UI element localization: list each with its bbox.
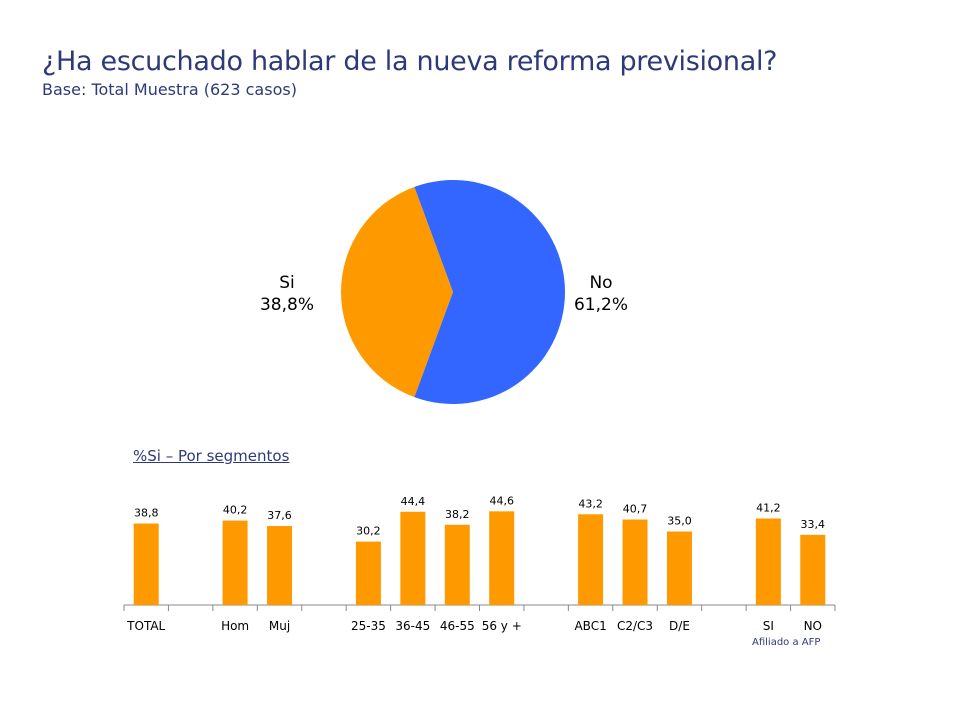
bar-value-label: 41,2 (756, 501, 781, 514)
x-tick-label: D/E (669, 619, 690, 633)
x-tick-label: 56 y + (482, 619, 522, 633)
bar-25-35 (355, 541, 381, 605)
bar-value-label: 38,2 (445, 508, 470, 521)
bar-hom (222, 520, 248, 605)
bar-value-label: 40,2 (223, 504, 248, 517)
x-tick-label: Muj (269, 619, 290, 633)
bar-c2-c3 (622, 519, 648, 605)
x-tick-label: ABC1 (574, 619, 606, 633)
bar-value-label: 44,6 (489, 494, 514, 507)
bar-36-45 (400, 511, 426, 605)
segments-title: %Si – Por segmentos (133, 447, 290, 465)
pie-label-no-name: No (589, 273, 613, 293)
page-title: ¿Ha escuchado hablar de la nueva reforma… (42, 46, 778, 77)
bar-muj (267, 526, 293, 605)
pie-label-no: No 61,2% (566, 272, 636, 316)
x-tick-label: 25-35 (351, 619, 386, 633)
x-tick-label: Hom (221, 619, 249, 633)
bar-46-55 (444, 524, 470, 605)
pie-slice-si (341, 186, 453, 398)
bar-d-e (666, 531, 692, 605)
bar-total (133, 523, 159, 605)
x-tick-label: TOTAL (126, 619, 165, 633)
pie-label-si-name: Si (279, 273, 295, 293)
x-tick-label: C2/C3 (617, 619, 653, 633)
bar-56-y- (489, 511, 515, 605)
bar-no (800, 534, 826, 605)
bar-value-label: 43,2 (578, 497, 603, 510)
bar-value-label: 35,0 (667, 515, 692, 528)
bar-abc1 (578, 514, 604, 605)
afp-group-note: Afiliado a AFP (752, 637, 821, 648)
x-tick-label: SI (763, 619, 774, 633)
bar-value-label: 44,4 (401, 495, 426, 508)
x-tick-label: 46-55 (440, 619, 475, 633)
pie-slice-no (414, 179, 565, 404)
pie-chart (341, 179, 565, 404)
x-tick-label: 36-45 (395, 619, 430, 633)
pie-label-si-value: 38,8% (259, 295, 314, 315)
bar-value-label: 38,8 (134, 507, 159, 520)
bar-si (755, 518, 781, 605)
bar-value-label: 40,7 (623, 503, 648, 516)
pie-label-no-value: 61,2% (573, 295, 628, 315)
pie-label-si: Si 38,8% (252, 272, 322, 316)
bar-value-label: 33,4 (801, 518, 826, 531)
bar-value-label: 37,6 (267, 509, 292, 522)
page-subtitle: Base: Total Muestra (623 casos) (42, 80, 297, 99)
bar-value-label: 30,2 (356, 525, 381, 538)
x-tick-label: NO (804, 619, 822, 633)
